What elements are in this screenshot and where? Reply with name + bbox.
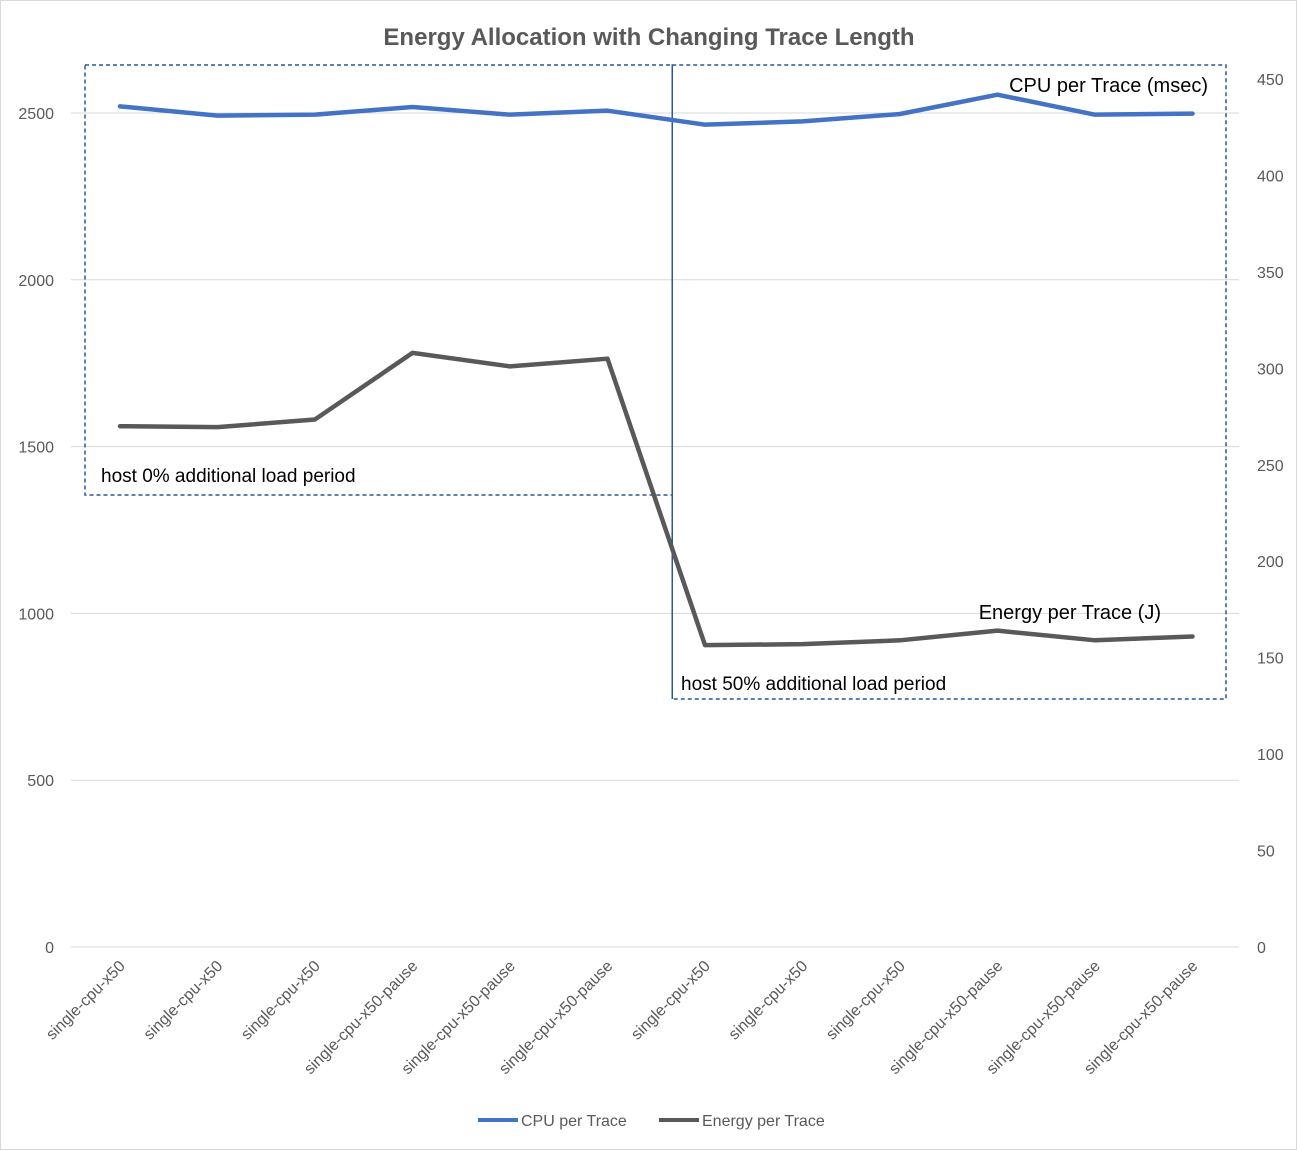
x-tick-label: single-cpu-x50 [141,958,227,1044]
period-boxes [84,64,1227,700]
series-lines [117,92,1195,648]
y-left-tick-label: 2500 [18,106,54,123]
annotation-period-0: host 0% additional load period [101,466,356,487]
y-right-tick-label: 200 [1257,554,1284,571]
x-tick-label: single-cpu-x50 [238,958,324,1044]
energy-series-label: Energy per Trace (J) [979,602,1161,624]
gridlines [71,112,1239,948]
y-right-tick-label: 450 [1257,72,1284,89]
y-left-tick-label: 0 [45,940,54,957]
y-right-tick-label: 400 [1257,168,1284,185]
y-right-tick-label: 350 [1257,265,1284,282]
series-line-cpu [117,92,1195,127]
y-left-tick-label: 500 [27,773,54,790]
period-0-box [84,64,673,496]
x-tick-label: single-cpu-x50-pause [1081,958,1201,1078]
x-axis-labels: single-cpu-x50 single-cpu-x50 single-cpu-x… [43,958,1201,1078]
y-left-tick-label: 1000 [18,606,54,623]
annotation-period-50: host 50% additional load period [681,674,946,695]
y-right-tick-label: 150 [1257,651,1284,668]
axis-ticks: 0 500 1000 1500 2000 2500 0 50 100 150 200 250 300 35… [18,72,1283,957]
x-tick-label: single-cpu-x50 [823,958,909,1044]
legend-label-cpu: CPU per Trace [521,1113,627,1130]
y-right-tick-label: 50 [1257,844,1275,861]
y-right-tick-label: 250 [1257,458,1284,475]
x-tick-label: single-cpu-x50 [726,958,812,1044]
chart-title: Energy Allocation with Changing Trace Le… [383,24,914,51]
y-right-tick-label: 0 [1257,940,1266,957]
x-tick-label: single-cpu-x50 [43,958,129,1044]
x-tick-label: single-cpu-x50-pause [496,958,616,1078]
series-line-energy [117,350,1195,648]
y-right-tick-label: 100 [1257,747,1284,764]
y-left-tick-label: 1500 [18,440,54,457]
legend: CPU per Trace Energy per Trace [478,1113,825,1130]
y-right-tick-label: 300 [1257,361,1284,378]
x-tick-label: single-cpu-x50 [628,958,714,1044]
y-left-tick-label: 2000 [18,273,54,290]
legend-label-energy: Energy per Trace [702,1113,825,1130]
cpu-series-label: CPU per Trace (msec) [1009,75,1208,97]
